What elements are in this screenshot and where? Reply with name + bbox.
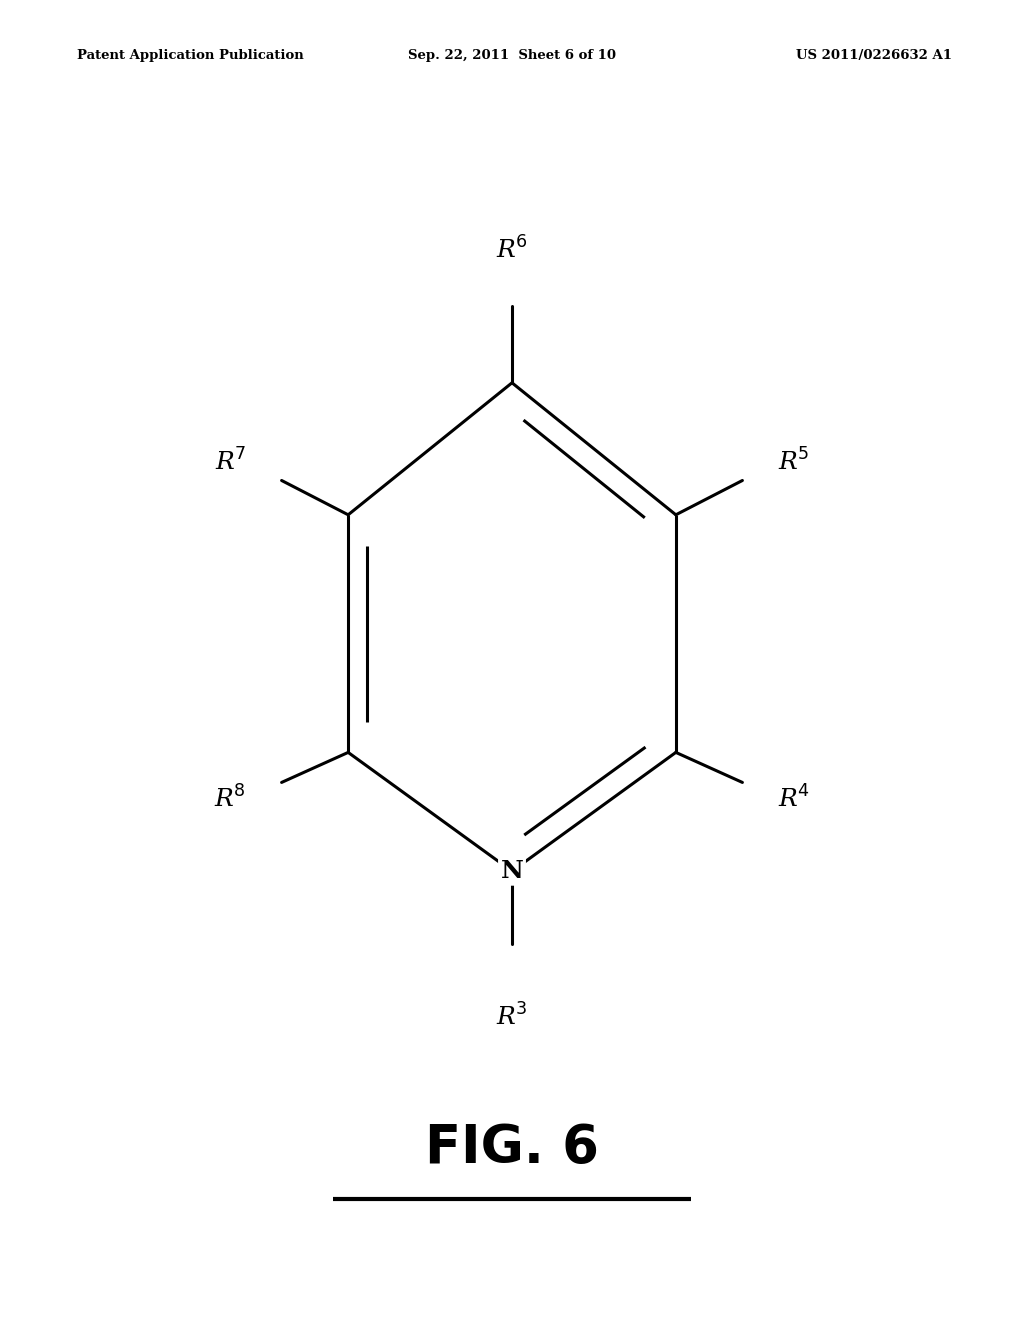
Text: Sep. 22, 2011  Sheet 6 of 10: Sep. 22, 2011 Sheet 6 of 10 [408,49,616,62]
Text: FIG. 6: FIG. 6 [425,1122,599,1175]
Text: N: N [501,859,523,883]
Text: R$^{3}$: R$^{3}$ [497,1003,527,1031]
Text: R$^{4}$: R$^{4}$ [778,785,810,812]
Text: R$^{7}$: R$^{7}$ [215,449,246,475]
Text: US 2011/0226632 A1: US 2011/0226632 A1 [797,49,952,62]
Text: Patent Application Publication: Patent Application Publication [77,49,303,62]
Text: R$^{6}$: R$^{6}$ [497,236,527,264]
Text: R$^{5}$: R$^{5}$ [778,449,809,475]
Text: R$^{8}$: R$^{8}$ [214,785,246,812]
